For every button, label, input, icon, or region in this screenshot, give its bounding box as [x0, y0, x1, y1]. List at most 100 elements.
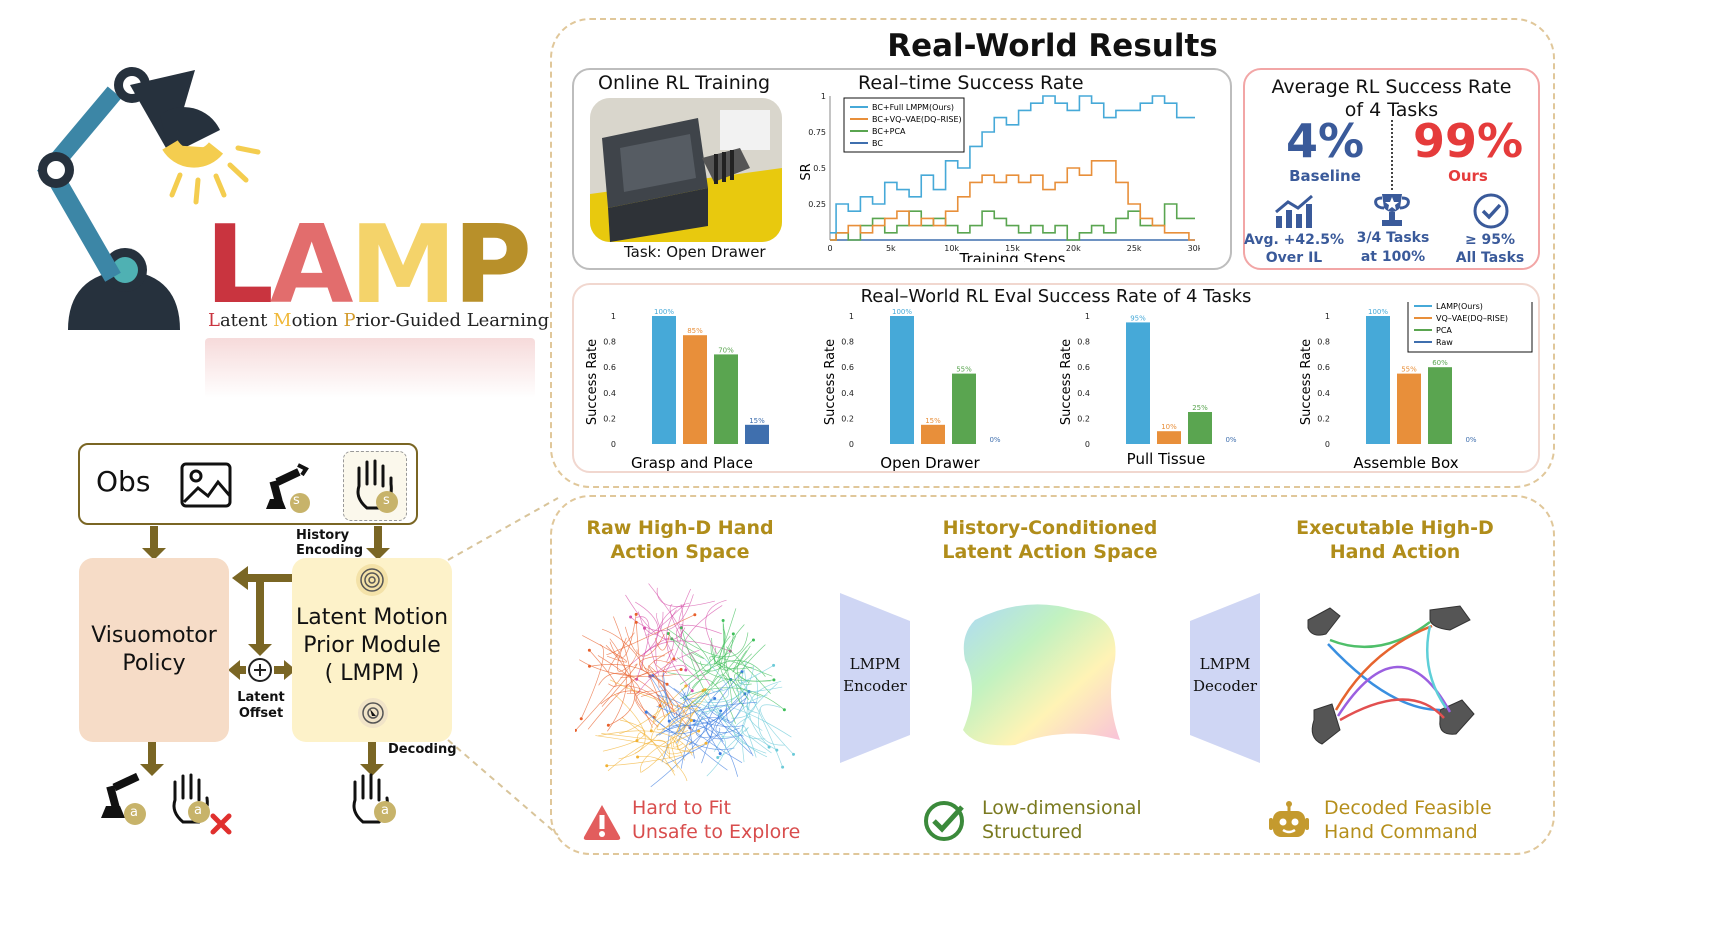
network-edge: [666, 609, 693, 691]
bar-0: [652, 316, 676, 444]
network-edge: [669, 603, 711, 686]
visuomotor-policy-label: Visuomotor Policy: [91, 623, 217, 676]
y-tick-label: 1: [1325, 312, 1330, 321]
y-tick-label: 0.6: [841, 363, 854, 372]
network-edge: [645, 603, 686, 636]
logo-reflection: [205, 338, 535, 398]
category-label: Pull Tissue: [1127, 450, 1206, 468]
network-edge: [649, 675, 670, 763]
bar-value-label: 70%: [718, 346, 734, 354]
network-edge: [656, 587, 715, 607]
ours-label: Ours: [1448, 167, 1488, 185]
network-edge: [703, 697, 726, 723]
network-node: [721, 618, 725, 622]
network-edge: [758, 708, 785, 746]
bar-1: [1397, 373, 1421, 444]
category-label: Assemble Box: [1353, 454, 1458, 472]
latent-panel: [550, 495, 1555, 855]
network-edge: [672, 690, 711, 748]
logo-subtitle-part: otion: [291, 310, 344, 331]
network-edge: [667, 633, 737, 666]
network-edge: [613, 616, 632, 694]
network-node: [579, 717, 583, 721]
network-edge: [631, 637, 674, 665]
y-axis-label: Success Rate: [585, 339, 600, 425]
divider: [1391, 120, 1393, 190]
y-tick-label: 0.25: [808, 200, 826, 209]
note-low-dimensional: Low-dimensional Structured: [982, 797, 1142, 843]
network-edge: [726, 691, 750, 723]
stat-over-il: Avg. +42.5% Over IL: [1244, 232, 1344, 266]
network-node: [772, 663, 776, 667]
ours-value: 99%: [1412, 114, 1524, 168]
network-node: [713, 697, 717, 701]
network-node: [718, 752, 722, 756]
network-edge: [602, 719, 646, 752]
network-node: [643, 626, 647, 630]
y-tick-label: 0.8: [1077, 338, 1090, 347]
network-edge: [626, 683, 653, 728]
network-edge: [666, 742, 707, 755]
bar-1: [921, 424, 945, 444]
network-node: [693, 613, 697, 617]
network-edge: [726, 727, 749, 749]
network-edge: [676, 624, 722, 643]
network-edge: [705, 599, 727, 655]
y-axis-label: Success Rate: [823, 339, 838, 425]
network-edge: [717, 661, 750, 683]
bar-value-label: 85%: [687, 327, 703, 335]
realtime-success-chart: 1 0.75 0.5 0.25 0 5k 10k 15k 20k 25k 30k Training S…: [800, 92, 1200, 262]
line-series-0: [830, 95, 1195, 234]
network-edge: [748, 734, 777, 754]
logo-subtitle-part: M: [273, 310, 292, 331]
network-edge: [661, 604, 684, 678]
y-tick-label: 0.4: [603, 389, 616, 398]
network-edge: [665, 727, 721, 765]
network-edge: [671, 638, 705, 660]
y-tick-label: 0: [849, 440, 854, 449]
bar-2: [1188, 412, 1212, 444]
y-tick-label: 1: [1085, 312, 1090, 321]
network-edge: [709, 656, 773, 677]
encoder-label: LMPM Encoder: [843, 655, 907, 695]
network-node: [672, 657, 676, 661]
category-label: Open Drawer: [880, 454, 980, 472]
network-edge: [601, 663, 638, 707]
network-edge: [678, 588, 691, 626]
network-edge: [640, 729, 689, 774]
y-tick-label: 0.2: [1317, 414, 1330, 423]
bar-value-label: 25%: [1192, 404, 1208, 412]
average-title: Average RL Success Rate of 4 Tasks: [1271, 76, 1512, 121]
logo-subtitle-part: atent: [219, 310, 274, 331]
note-hard-to-fit: Hard to Fit Unsafe to Explore: [632, 797, 801, 843]
x-tick-label: 25k: [1127, 244, 1142, 253]
y-tick-label: 0.4: [1077, 389, 1090, 398]
bar-0: [1126, 322, 1150, 444]
network-edge: [609, 614, 637, 659]
bar-value-label: 0%: [1225, 436, 1236, 444]
obs-label: Obs: [96, 465, 151, 498]
network-node: [767, 745, 771, 749]
network-node: [781, 765, 785, 769]
network-edge: [598, 730, 693, 756]
network-edge: [740, 660, 763, 731]
network-node: [740, 670, 744, 674]
network-node: [716, 755, 720, 759]
network-node: [606, 723, 610, 727]
network-edge: [655, 602, 690, 664]
bar-2: [952, 373, 976, 444]
network-edge: [699, 661, 771, 682]
x-tick-label: 30k: [1188, 244, 1200, 253]
network-edge: [721, 669, 748, 738]
y-tick-label: 0.75: [808, 128, 826, 137]
network-edge: [736, 650, 774, 682]
x-tick-label: 20k: [1066, 244, 1081, 253]
network-edge: [715, 697, 747, 733]
x-tick-label: 10k: [944, 244, 959, 253]
network-edge: [607, 638, 627, 732]
network-edge: [595, 735, 694, 754]
bar-1: [1157, 431, 1181, 444]
network-edge: [666, 628, 749, 658]
logo-letter-p: P: [452, 203, 532, 328]
network-edge: [722, 620, 745, 707]
